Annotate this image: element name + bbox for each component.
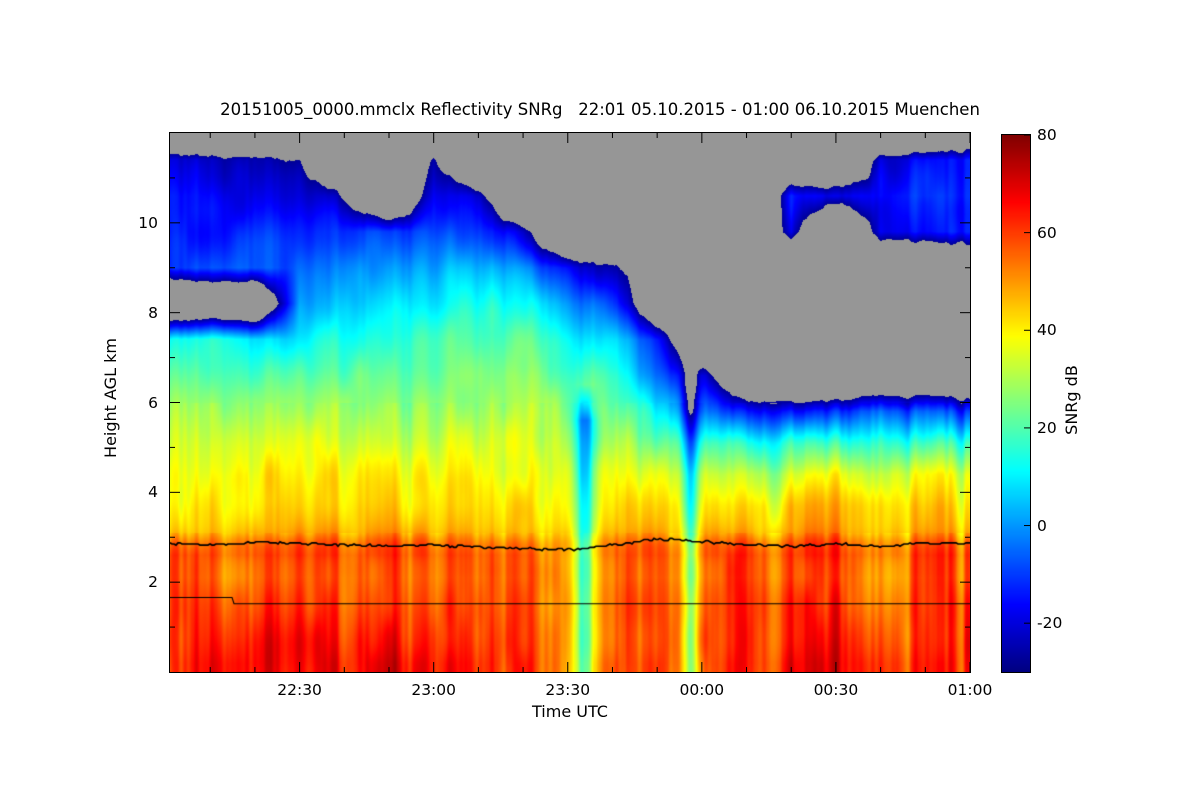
colorbar-tick-label: 0	[1037, 516, 1047, 535]
colorbar-gradient	[1002, 135, 1030, 672]
colorbar-label: SNRg dB	[1062, 365, 1081, 435]
colorbar-tick-label: 80	[1037, 126, 1057, 144]
y-tick-label: 2	[148, 573, 158, 592]
colorbar-tick-label: 60	[1037, 223, 1057, 242]
x-tick-label: 00:00	[679, 681, 725, 699]
chart-title: 20151005_0000.mmclx Reflectivity SNRg 22…	[220, 100, 980, 119]
x-tick-label: 23:00	[411, 681, 456, 699]
x-tick-label: 00:30	[813, 681, 859, 699]
x-axis-label: Time UTC	[532, 702, 608, 721]
y-tick-label: 6	[148, 393, 158, 412]
colorbar-tick-label: 20	[1037, 418, 1057, 437]
y-tick-label: 8	[148, 303, 158, 322]
x-tick-label: 22:30	[277, 681, 322, 699]
x-tick-label: 23:30	[545, 681, 591, 699]
heatmap-canvas	[170, 133, 970, 672]
x-tick-label: 01:00	[947, 681, 993, 699]
y-tick-label: 4	[148, 483, 158, 502]
colorbar-tick-label: 40	[1037, 321, 1057, 340]
y-tick-label: 10	[138, 213, 158, 232]
colorbar-tick-label: -20	[1037, 614, 1063, 633]
